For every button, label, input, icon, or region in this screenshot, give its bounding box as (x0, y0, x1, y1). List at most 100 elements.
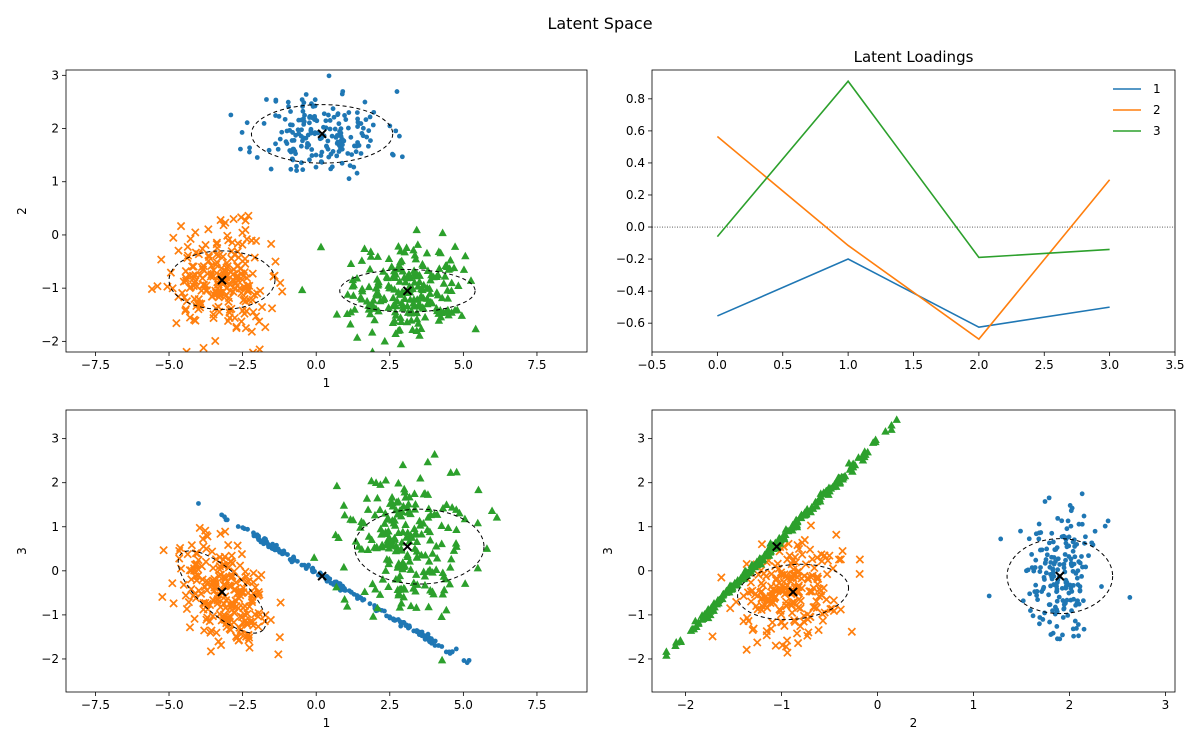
point (1052, 611, 1058, 617)
point (426, 535, 435, 544)
point (775, 533, 784, 542)
point (420, 488, 430, 497)
point (412, 537, 422, 545)
point (300, 104, 305, 109)
point (395, 603, 405, 611)
point (986, 593, 992, 599)
point (812, 553, 822, 562)
point (209, 310, 218, 319)
point (814, 625, 823, 635)
point (795, 513, 805, 521)
series-2 (708, 521, 865, 657)
point (395, 277, 404, 285)
x-tick-label: 0.5 (773, 358, 792, 372)
point (351, 164, 357, 170)
y-tick-label: 0.0 (626, 220, 645, 234)
point (244, 120, 250, 126)
point (333, 134, 339, 140)
point (237, 288, 246, 298)
point (394, 528, 403, 537)
point (390, 285, 399, 293)
point (440, 272, 450, 280)
y-tick-label: −0.4 (616, 284, 645, 298)
point (426, 297, 435, 306)
point (294, 163, 299, 169)
point (227, 246, 236, 256)
point (447, 278, 456, 287)
point (1065, 612, 1071, 618)
point (710, 602, 719, 611)
point (299, 127, 304, 133)
point (1055, 515, 1061, 521)
point (410, 489, 419, 497)
y-tick-label: −2 (627, 652, 645, 666)
point (358, 286, 367, 295)
point (391, 617, 396, 623)
point (177, 288, 187, 298)
point (247, 327, 257, 336)
point (832, 530, 841, 539)
point (425, 289, 435, 297)
point (401, 520, 410, 528)
y-tick-label: 2 (51, 476, 59, 490)
y-tick-label: −1 (41, 281, 59, 295)
point (279, 129, 285, 135)
point (407, 533, 417, 541)
point (202, 579, 212, 588)
point (268, 166, 274, 172)
point (432, 553, 442, 562)
point (473, 518, 482, 527)
point (227, 254, 236, 263)
point (372, 543, 381, 552)
point (358, 151, 364, 156)
point (305, 132, 311, 138)
point (1043, 560, 1048, 565)
point (309, 147, 315, 152)
point (357, 256, 367, 264)
point (813, 572, 822, 581)
point (341, 138, 346, 144)
point (252, 289, 262, 298)
point (257, 302, 267, 312)
point (207, 547, 217, 556)
point (816, 496, 825, 505)
point (284, 128, 290, 134)
y-tick-label: −2 (41, 334, 59, 348)
point (763, 545, 773, 554)
point (307, 157, 312, 163)
point (199, 626, 209, 635)
point (379, 607, 385, 613)
point (406, 565, 415, 573)
point (1035, 597, 1040, 603)
point (1061, 533, 1067, 539)
point (185, 313, 195, 322)
point (447, 503, 457, 511)
point (223, 540, 233, 550)
point (176, 221, 186, 231)
point (301, 100, 307, 106)
point (277, 287, 287, 296)
point (449, 546, 459, 554)
point (327, 126, 333, 132)
point (405, 492, 414, 501)
point (1040, 617, 1046, 622)
point (367, 535, 376, 544)
x-tick-label: 0.0 (307, 698, 326, 712)
point (1037, 569, 1043, 574)
point (671, 641, 680, 650)
point (158, 592, 167, 602)
point (216, 640, 226, 650)
point (220, 552, 229, 561)
point (805, 545, 815, 554)
point (487, 506, 497, 515)
point (887, 425, 896, 433)
point (264, 541, 270, 546)
point (221, 218, 230, 227)
point (309, 566, 315, 572)
point (201, 557, 211, 566)
point (181, 305, 191, 314)
point (1077, 584, 1083, 589)
point (454, 281, 463, 289)
point (749, 624, 758, 633)
point (346, 176, 352, 182)
